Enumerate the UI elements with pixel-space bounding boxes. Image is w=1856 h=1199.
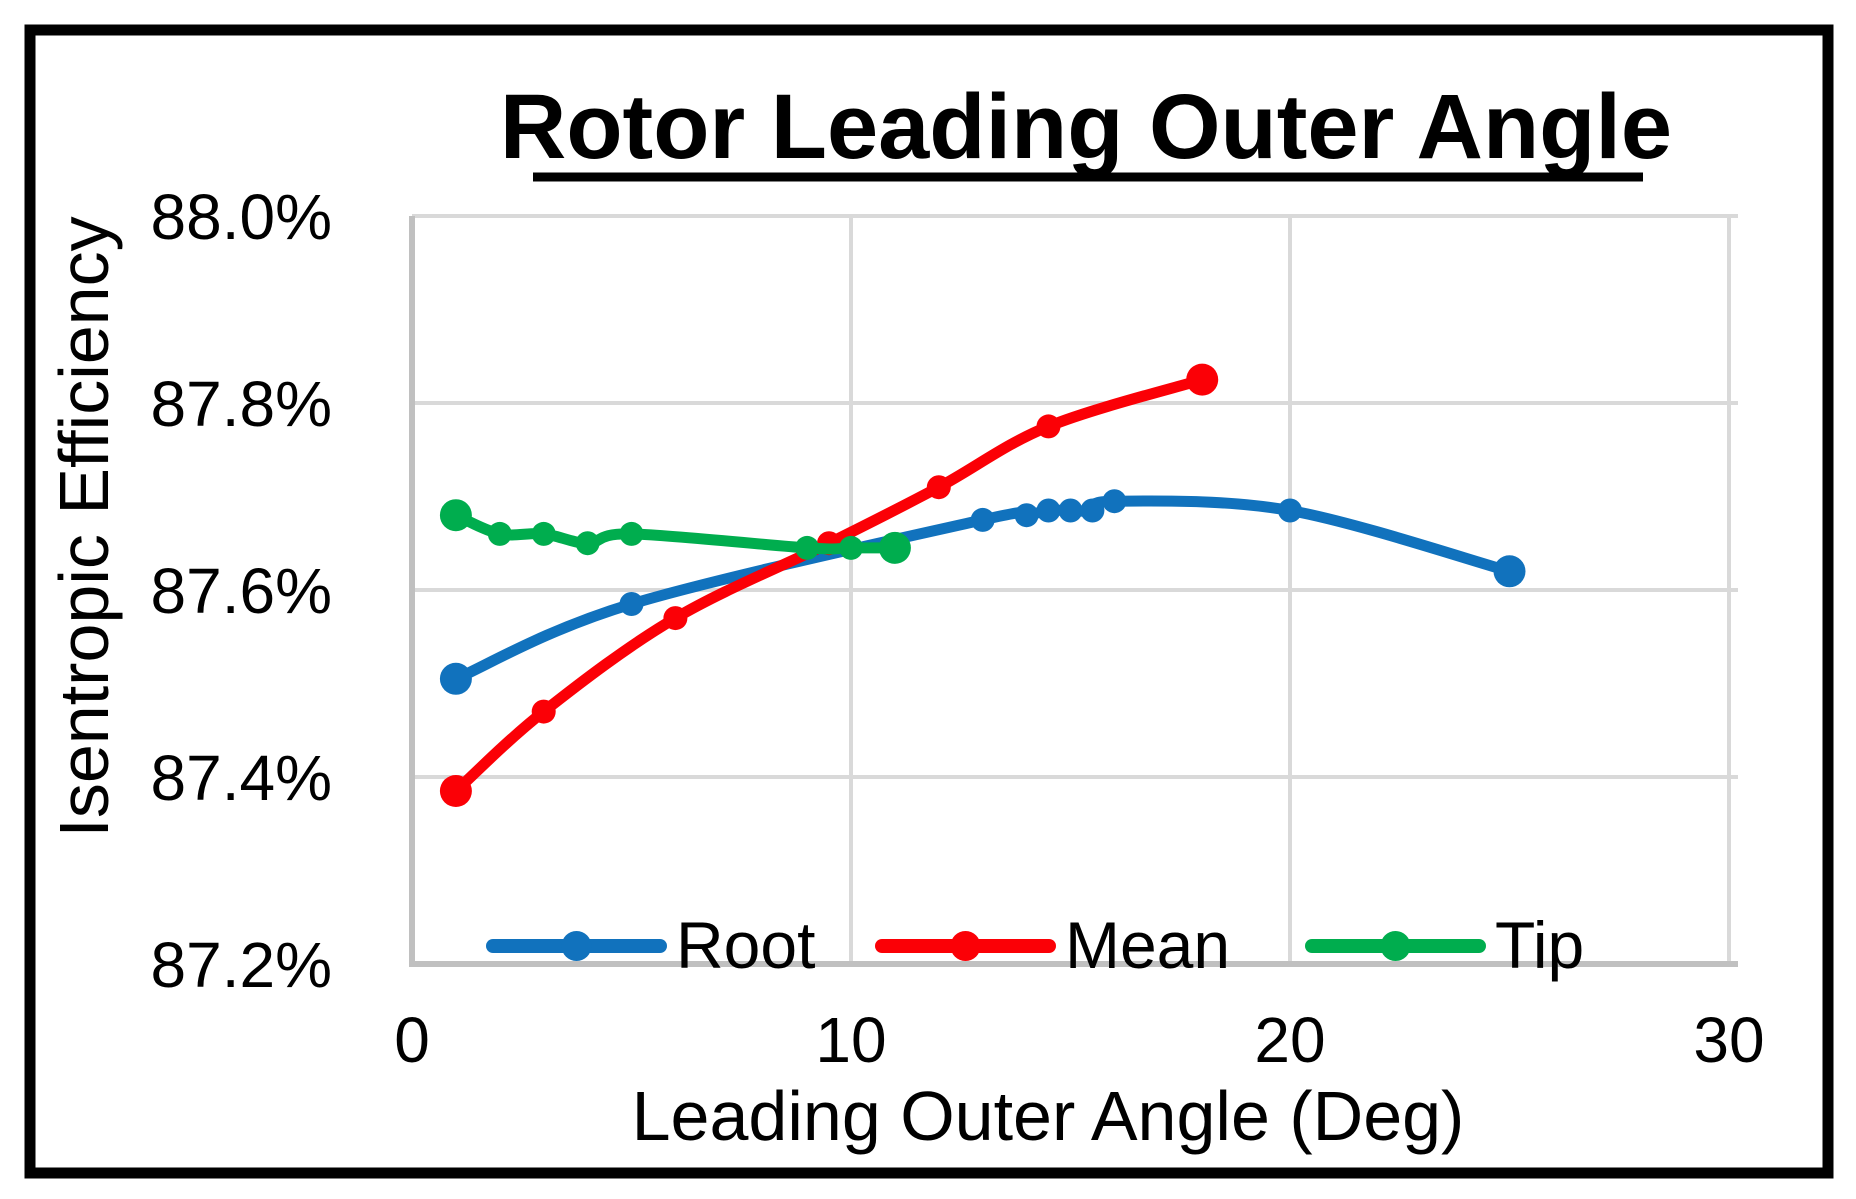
tick-labels: 88.0% 87.8% 87.6% 87.4% 87.2% 0 10 20 30 xyxy=(151,181,1765,1076)
data-point xyxy=(1058,498,1083,523)
data-point xyxy=(439,662,472,695)
y-tick-label: 88.0% xyxy=(151,181,332,253)
data-point xyxy=(619,521,644,546)
legend-marker xyxy=(561,931,592,961)
data-point xyxy=(487,521,512,546)
data-point xyxy=(531,699,556,724)
data-point xyxy=(1014,503,1039,528)
data-point xyxy=(926,475,951,500)
data-point xyxy=(1080,498,1105,523)
data-point xyxy=(1493,555,1526,588)
data-point xyxy=(1036,414,1061,439)
legend-label: Mean xyxy=(1065,908,1230,982)
legend: Root Mean Tip xyxy=(486,908,1584,982)
legend-item-mean: Mean xyxy=(875,908,1230,982)
y-tick-label: 87.4% xyxy=(151,742,332,814)
series-tip xyxy=(439,499,911,564)
data-point xyxy=(531,521,556,546)
legend-label: Root xyxy=(676,908,815,982)
data-point xyxy=(575,531,600,556)
outer-border xyxy=(24,24,1834,1179)
grid-layer xyxy=(409,214,1738,967)
x-tick-label: 20 xyxy=(1254,1004,1325,1076)
series-root xyxy=(439,489,1526,695)
data-point xyxy=(1036,498,1061,523)
x-tick-label: 0 xyxy=(394,1004,430,1076)
y-tick-label: 87.6% xyxy=(151,555,332,627)
plot-series xyxy=(439,363,1526,807)
legend-marker xyxy=(1380,931,1411,961)
x-tick-label: 10 xyxy=(815,1004,886,1076)
data-point xyxy=(1102,489,1127,514)
legend-item-tip: Tip xyxy=(1305,908,1584,982)
series-line-mean xyxy=(450,374,1208,797)
data-point xyxy=(795,535,820,560)
chart-title: Rotor Leading Outer Angle xyxy=(500,76,1672,178)
x-tick-label: 30 xyxy=(1693,1004,1764,1076)
legend-label: Tip xyxy=(1495,908,1584,982)
data-point xyxy=(1186,363,1219,396)
data-point xyxy=(439,499,472,532)
data-point xyxy=(439,775,472,807)
legend-marker xyxy=(950,931,981,961)
data-point xyxy=(663,606,688,631)
data-point xyxy=(839,535,863,560)
y-tick-label: 87.8% xyxy=(151,368,332,440)
x-axis-title: Leading Outer Angle (Deg) xyxy=(632,1077,1465,1155)
data-point xyxy=(619,592,644,616)
y-tick-label: 87.2% xyxy=(151,929,332,1001)
y-axis-title: Isentropic Efficiency xyxy=(45,216,123,837)
legend-item-root: Root xyxy=(486,908,815,982)
data-point xyxy=(1278,498,1302,523)
data-point xyxy=(970,507,995,532)
series-mean xyxy=(439,363,1219,807)
data-point xyxy=(878,531,911,564)
